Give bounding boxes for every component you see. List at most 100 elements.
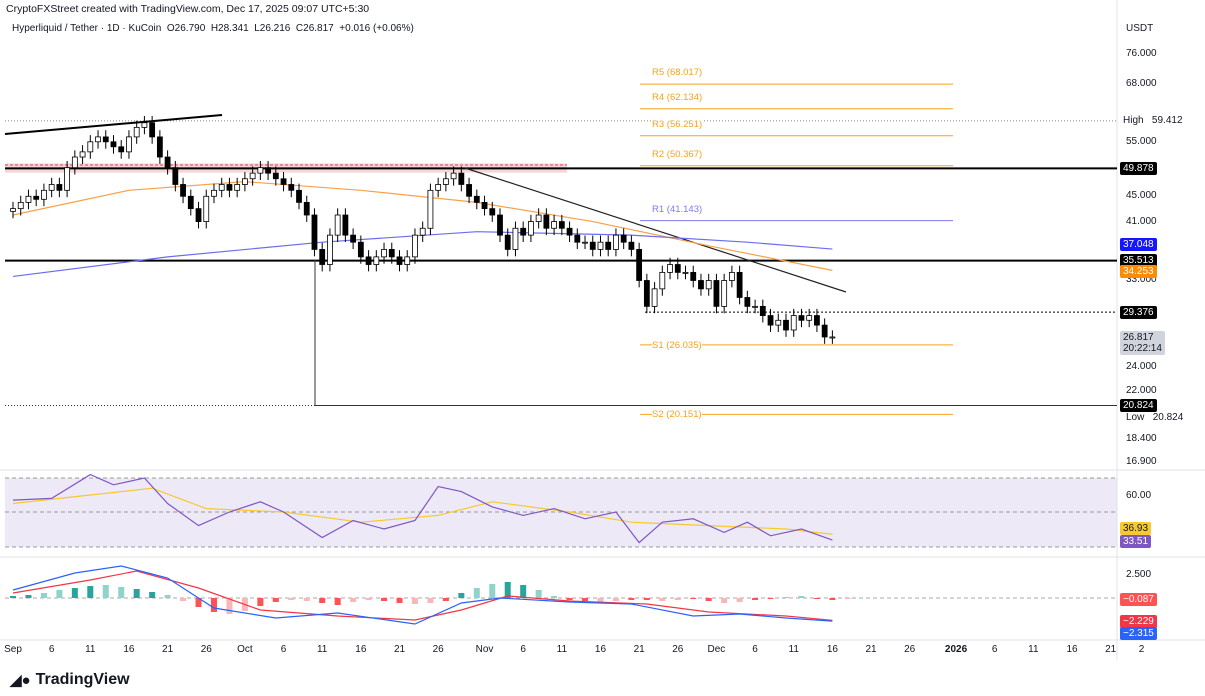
date-tick: 6: [280, 644, 287, 655]
candle-body: [357, 241, 364, 258]
candle-body: [33, 195, 40, 200]
macd-histogram-bar: [87, 586, 94, 598]
candle-body: [203, 195, 210, 222]
candle-body: [659, 271, 666, 290]
candle-body: [566, 227, 573, 236]
candle-body: [365, 256, 372, 265]
open-value: O26.790: [166, 23, 206, 34]
candle-body: [752, 305, 758, 308]
candle-body: [25, 195, 32, 203]
candle-body: [141, 122, 148, 128]
macd-histogram-bar: [210, 598, 217, 612]
macd-histogram-bar: [25, 595, 32, 598]
date-tick: 11: [556, 644, 568, 655]
low-tag: 20.824: [1120, 399, 1157, 412]
candle-body: [126, 136, 132, 153]
macd-histogram-bar: [396, 598, 403, 603]
candle-body: [435, 184, 442, 191]
macd-histogram-bar: [844, 598, 851, 599]
price-tick: 41.000: [1126, 215, 1157, 227]
ma200-line: [12, 231, 833, 278]
date-tick: 6: [48, 644, 55, 655]
candle-body: [17, 201, 24, 210]
macd-histogram-bar: [752, 598, 759, 600]
candle-body: [303, 201, 310, 216]
date-tick: 26: [904, 644, 916, 655]
rsi-axis-label: 60.00: [1126, 490, 1152, 501]
candle-body: [551, 221, 557, 229]
candle-body: [597, 241, 604, 250]
candle-body: [71, 156, 78, 169]
macd-histogram-bar: [411, 598, 418, 604]
price-tick: 76.000: [1126, 48, 1157, 59]
candle-body: [744, 297, 751, 307]
candle-body: [814, 315, 820, 326]
tradingview-logo[interactable]: ◢● TradingView: [10, 671, 130, 689]
date-tick: 6: [752, 644, 758, 655]
candle-body: [790, 315, 797, 331]
date-tick: 11: [85, 644, 96, 655]
date-tick: 21: [633, 644, 645, 655]
change-value: +0.016 (+0.06%): [339, 23, 414, 34]
candle-body: [589, 241, 596, 250]
high-value: H28.341: [210, 23, 249, 34]
rsi-line: [12, 473, 833, 544]
price-tick: 24.000: [1126, 360, 1157, 372]
date-tick: 11: [1028, 644, 1039, 655]
tradingview-logo-icon: ◢●: [10, 672, 31, 689]
macd-histogram-bar: [690, 598, 697, 599]
candle-body: [95, 136, 101, 143]
date-tick: 16: [1066, 644, 1078, 655]
macd-histogram-bar: [10, 596, 16, 598]
symbol-name[interactable]: Hyperliquid / Tether · 1D · KuCoin: [12, 23, 162, 34]
macd-histogram-bar: [56, 590, 63, 598]
candle-body: [350, 234, 357, 243]
candle-body: [133, 126, 140, 138]
macd-histogram-bar: [334, 598, 341, 605]
candle-body: [10, 208, 16, 212]
macd-histogram-bar: [705, 598, 712, 601]
candle-body: [288, 184, 295, 191]
candle-body: [582, 241, 588, 244]
price-tick: 16.900: [1126, 456, 1157, 468]
date-tick: 26: [672, 644, 684, 655]
macd-line: [12, 565, 833, 625]
date-tick: 16: [355, 644, 367, 655]
level-tag: 29.376: [1120, 306, 1157, 319]
price-tick: 68.000: [1126, 78, 1157, 90]
macd-histogram-bar: [180, 598, 187, 601]
candle-body: [728, 271, 735, 281]
macd-histogram-bar: [612, 598, 619, 601]
date-tick: 21: [865, 644, 877, 655]
macd-histogram-bar: [442, 598, 449, 601]
candle-body: [481, 201, 488, 210]
date-tick: 2: [1138, 644, 1145, 655]
candle-body: [272, 172, 279, 180]
pivot-label: R1 (41.143): [652, 203, 703, 215]
macd-histogram-bar: [767, 598, 774, 599]
candle-body: [775, 319, 782, 326]
candle-body: [56, 184, 63, 191]
candle-body: [79, 151, 86, 158]
candle-body: [187, 195, 194, 210]
candle-body: [759, 305, 766, 316]
candle-body: [489, 208, 496, 216]
candle-body: [473, 195, 480, 203]
macd-histogram-bar: [365, 598, 372, 600]
macd-histogram-bar: [149, 592, 156, 598]
date-tick: 26: [432, 644, 444, 655]
candle-body: [48, 184, 55, 191]
resistance-tag: 49.878: [1120, 162, 1157, 175]
candle-body: [241, 178, 248, 185]
symbol-legend: Hyperliquid / Tether · 1D · KuCoin O26.7…: [12, 23, 414, 34]
rsi-tag: 33.51: [1120, 535, 1152, 548]
support-tag: 35.513: [1120, 254, 1157, 267]
candle-body: [373, 256, 380, 265]
pivot-label: S2 (20.151): [652, 409, 702, 421]
date-tick: Nov: [475, 644, 494, 655]
close-value: C26.817: [295, 23, 334, 34]
candle-body: [102, 136, 109, 143]
candle-body: [643, 280, 650, 307]
macd-histogram-bar: [303, 598, 310, 601]
